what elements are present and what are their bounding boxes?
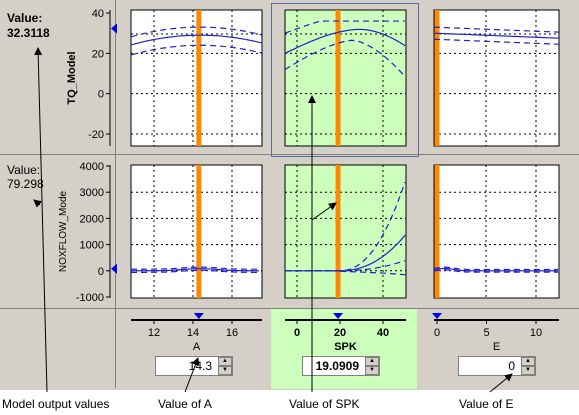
plot-cell-spk-nox: [284, 164, 407, 299]
a-spin-down-icon[interactable]: ▼: [218, 366, 232, 375]
plot-cell-e-tq: [433, 9, 560, 147]
annotation-model-outputs: Model output values: [2, 397, 110, 411]
tq-curve-spk: [284, 39, 406, 77]
model-cross-section-plots: 40200-20TQ_Model40003000200010000-1000NO…: [58, 8, 560, 353]
x-tick-label: 14: [187, 327, 199, 339]
e-value-spinbox[interactable]: ▲▼: [458, 356, 536, 376]
nox-curve-e: [433, 266, 558, 271]
e-value-input[interactable]: [459, 357, 535, 375]
input-value-cursor: [434, 165, 440, 298]
tq-curve-a: [130, 26, 263, 38]
x-tick-label: 0: [294, 327, 300, 339]
x-tick-label: 10: [530, 327, 542, 339]
spk-spin-up-icon[interactable]: ▲: [365, 357, 379, 366]
y-tick-label: -20: [88, 129, 104, 141]
nox-curve-a: [130, 269, 260, 273]
input-value-cursor: [434, 10, 440, 146]
x-tick-label: 16: [226, 327, 238, 339]
spk-spin-down-icon[interactable]: ▼: [365, 366, 379, 375]
x-tick-label: 20: [334, 327, 346, 339]
y-tick-label: -1000: [76, 292, 104, 304]
y-tick-label: 0: [98, 89, 104, 101]
tq-curve-spk: [284, 20, 405, 34]
annotation-value-a: Value of A: [158, 397, 212, 411]
tq-curve-spk: [284, 28, 406, 54]
nox-output-marker-icon: [111, 263, 117, 274]
x-tick-label: 0: [434, 327, 440, 339]
input-axis-label-a: A: [193, 341, 201, 353]
input-value-cursor: [196, 10, 202, 146]
annotation-value-e: Value of E: [459, 397, 514, 411]
nox-value-readout: 79.298: [7, 177, 44, 191]
input-axis-label-e: E: [493, 341, 500, 353]
y-tick-label: 4000: [80, 161, 104, 173]
tq-value-caption: Value:: [7, 11, 43, 25]
spk-tq-cell-selection[interactable]: [271, 3, 419, 157]
tq-model-axis-label: TQ_Model: [66, 51, 78, 104]
y-tick-label: 2000: [80, 213, 104, 225]
tq-value-readout: 32.3118: [7, 26, 50, 40]
nox-curve-spk: [285, 260, 406, 272]
nox-model-axis-label: NOXFLOW_Mode: [58, 190, 69, 272]
nox-curve-e: [433, 267, 558, 272]
x-tick-label: 5: [483, 327, 489, 339]
nox-value-caption: Value:: [7, 163, 41, 177]
input-value-marker-icon: [193, 313, 204, 319]
plot-cell-spk-tq: [284, 9, 407, 147]
e-spin-down-icon[interactable]: ▼: [521, 366, 535, 375]
tq-curve-a: [130, 44, 263, 56]
plot-cell-e-nox: [433, 164, 560, 299]
a-spin-up-icon[interactable]: ▲: [218, 357, 232, 366]
e-spin-up-icon[interactable]: ▲: [521, 357, 535, 366]
input-value-cursor: [196, 165, 202, 298]
tq-curve-e: [433, 26, 560, 33]
spk-value-spinbox[interactable]: ▲▼: [302, 356, 380, 376]
y-tick-label: 1000: [80, 240, 104, 252]
row-separator: [0, 154, 579, 155]
nox-curve-a: [130, 268, 260, 272]
x-tick-label: 12: [148, 327, 160, 339]
a-value-spinbox[interactable]: ▲▼: [155, 356, 233, 376]
tq-curve-e: [433, 38, 560, 45]
input-value-cursor: [335, 165, 341, 298]
input-value-cursor: [335, 10, 341, 146]
model-evaluation-window: Value: 32.3118 Value: 79.298 40 20 0 -20 TQ_…: [0, 0, 579, 390]
output-values-column: [0, 0, 116, 388]
spk-value-input[interactable]: [303, 357, 379, 375]
annotation-value-spk: Value of SPK: [289, 397, 360, 411]
y-tick-label: 3000: [80, 187, 104, 199]
y-tick-label: 20: [92, 48, 104, 60]
nox-curve-e: [433, 269, 558, 273]
tq-output-marker-icon: [111, 23, 117, 34]
y-tick-label: 0: [98, 266, 104, 278]
x-tick-label: 40: [377, 327, 389, 339]
nox-curve-spk: [329, 270, 407, 276]
input-axis-label-spk: SPK: [334, 341, 357, 353]
row-separator: [0, 308, 579, 309]
input-value-marker-icon: [333, 313, 344, 319]
y-tick-label: 40: [92, 8, 104, 20]
tq-curve-a: [130, 34, 263, 46]
nox-curve-a: [130, 266, 260, 270]
tq-curve-e: [433, 32, 560, 39]
input-value-marker-icon: [432, 313, 442, 319]
